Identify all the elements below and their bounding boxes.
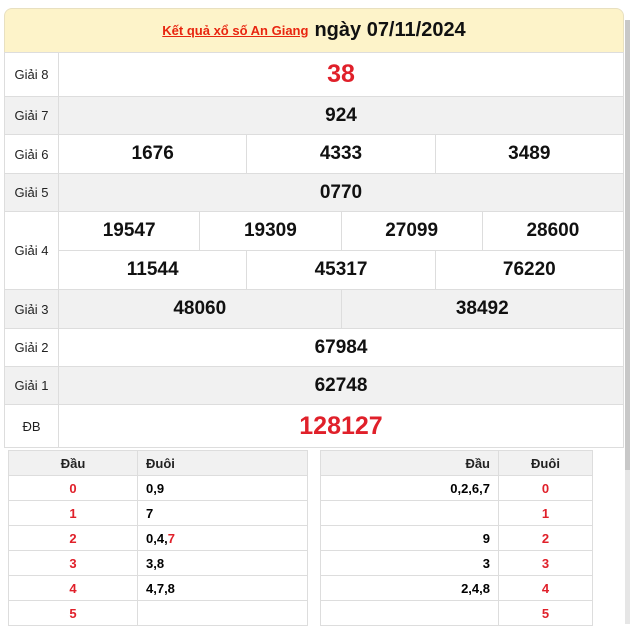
prize-row-g8: Giải 8 38 — [4, 52, 624, 97]
prize-number: 67984 — [58, 328, 624, 367]
dau-value: 4 — [8, 575, 138, 601]
prize-label: ĐB — [4, 404, 59, 448]
loto-row: 3 3,8 — [8, 550, 308, 576]
prize-row-g7: Giải 7 924 — [4, 96, 624, 135]
duoi-value: 4,7,8 — [137, 575, 308, 601]
loto-row: 4 4,7,8 — [8, 575, 308, 601]
duoi-text: 0,4, — [146, 530, 168, 546]
prize-row-g2: Giải 2 67984 — [4, 328, 624, 367]
duoi-text: 0,9 — [146, 480, 165, 496]
duoi-value: 0,9 — [137, 475, 308, 501]
duoi-special: 7 — [167, 530, 175, 546]
loto-row: 5 — [320, 600, 593, 626]
prize-row-g1: Giải 1 62748 — [4, 366, 624, 405]
duoi-value: 4 — [498, 575, 593, 601]
prize-table: Giải 8 38 Giải 7 924 Giải 6 1676 4333 34… — [4, 52, 624, 448]
loto-row: 5 — [8, 600, 308, 626]
results-header: Kết quả xổ số An Giang ngày 07/11/2024 — [4, 8, 624, 52]
duoi-value: 0,4,7 — [137, 525, 308, 551]
duoi-value: 3,8 — [137, 550, 308, 576]
prize-number: 38 — [58, 52, 624, 97]
prize-label: Giải 4 — [4, 211, 59, 290]
loto-row: 1 — [320, 500, 593, 526]
duoi-value: 7 — [137, 500, 308, 526]
dau-value: 9 — [320, 525, 499, 551]
loto-row: 0,2,6,7 0 — [320, 475, 593, 501]
dau-value: 0,2,6,7 — [320, 475, 499, 501]
duoi-value: 3 — [498, 550, 593, 576]
dau-value: 3 — [8, 550, 138, 576]
dau-value — [320, 600, 499, 626]
dau-value: 2 — [8, 525, 138, 551]
prize-number: 48060 — [173, 298, 227, 319]
duoi-text: 7 — [146, 505, 154, 521]
prize-number: 4333 — [246, 135, 434, 173]
col-header-dau: Đầu — [8, 450, 138, 476]
province-results-link[interactable]: Kết quả xổ số An Giang — [162, 23, 309, 38]
dau-value: 2,4,8 — [320, 575, 499, 601]
loto-row: 0 0,9 — [8, 475, 308, 501]
scrollbar-thumb[interactable] — [625, 20, 630, 470]
dau-value — [320, 500, 499, 526]
draw-date: ngày 07/11/2024 — [314, 19, 466, 41]
results-panel: Kết quả xổ số An Giang ngày 07/11/2024 G… — [4, 8, 624, 448]
scrollbar[interactable] — [625, 20, 630, 624]
dau-value: 0 — [8, 475, 138, 501]
dau-value: 5 — [8, 600, 138, 626]
dau-value: 3 — [320, 550, 499, 576]
loto-row: 2 0,4,7 — [8, 525, 308, 551]
prize-number: 1676 — [131, 143, 174, 164]
duoi-text: 3,8 — [146, 555, 165, 571]
prize-row-g5: Giải 5 0770 — [4, 173, 624, 212]
prize-number: 0770 — [58, 173, 624, 212]
prize-number: 62748 — [58, 366, 624, 405]
loto-tail-table: Đầu Đuôi 0,2,6,7 0 1 9 2 3 3 2,4,8 4 5 — [320, 450, 593, 626]
prize-row-special: ĐB 128127 — [4, 404, 624, 448]
col-header-dau: Đầu — [320, 450, 499, 476]
prize-number: 3489 — [434, 135, 623, 173]
col-header-duoi: Đuôi — [137, 450, 308, 476]
prize-row-g4: Giải 4 19547 19309 27099 28600 11544 453… — [4, 211, 624, 290]
prize-label: Giải 2 — [4, 328, 59, 367]
prize-number: 28600 — [481, 212, 623, 250]
duoi-value — [137, 600, 308, 626]
prize-label: Giải 1 — [4, 366, 59, 405]
loto-row: 2,4,8 4 — [320, 575, 593, 601]
duoi-value: 5 — [498, 600, 593, 626]
prize-label: Giải 3 — [4, 289, 59, 329]
col-header-duoi: Đuôi — [498, 450, 593, 476]
special-prize-number: 128127 — [58, 404, 624, 448]
prize-label: Giải 5 — [4, 173, 59, 212]
prize-label: Giải 8 — [4, 52, 59, 97]
duoi-value: 0 — [498, 475, 593, 501]
prize-number: 19309 — [199, 212, 340, 250]
prize-number: 45317 — [246, 251, 434, 289]
prize-number: 38492 — [340, 290, 624, 328]
prize-label: Giải 7 — [4, 96, 59, 135]
prize-number: 27099 — [340, 212, 482, 250]
prize-number: 924 — [58, 96, 624, 135]
prize-row-g3: Giải 3 48060 38492 — [4, 289, 624, 329]
prize-number: 76220 — [434, 251, 623, 289]
dau-value: 1 — [8, 500, 138, 526]
prize-number: 19547 — [102, 220, 156, 241]
prize-row-g6: Giải 6 1676 4333 3489 — [4, 134, 624, 174]
duoi-value: 2 — [498, 525, 593, 551]
loto-head-table: Đầu Đuôi 0 0,9 1 7 2 0,4,7 3 3,8 4 4,7,8 5 — [8, 450, 308, 626]
prize-number: 11544 — [126, 259, 179, 280]
duoi-text: 4,7,8 — [146, 580, 175, 596]
duoi-value: 1 — [498, 500, 593, 526]
prize-label: Giải 6 — [4, 134, 59, 174]
